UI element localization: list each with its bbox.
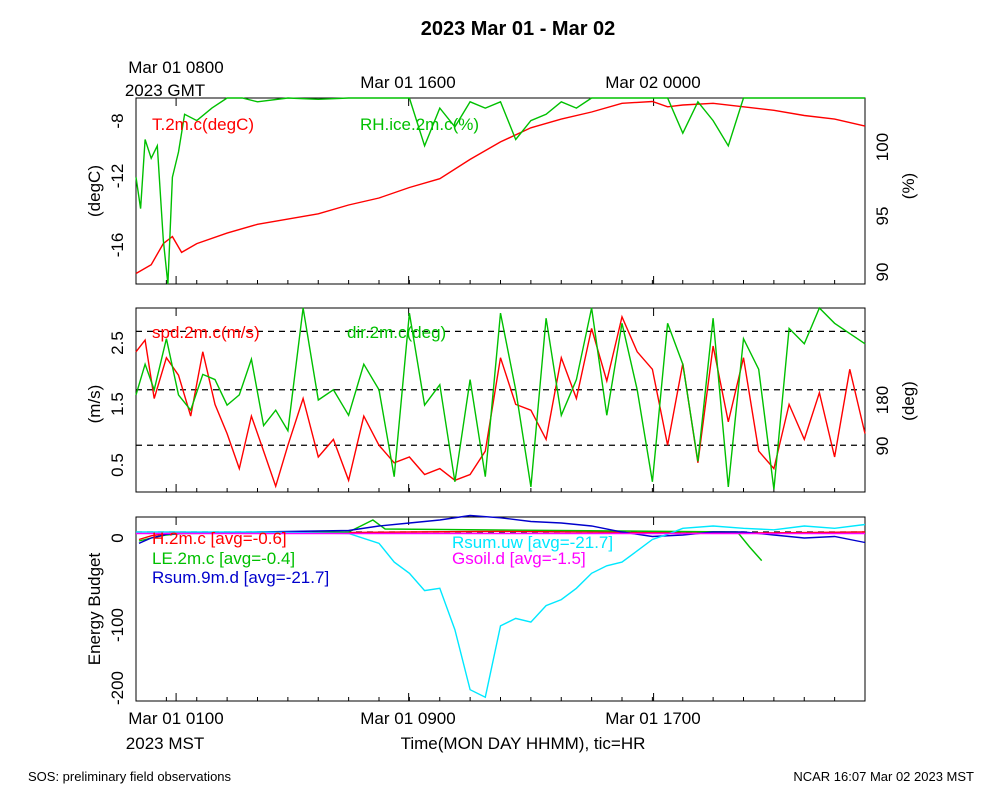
x-tick-label: Mar 01 1700: [605, 709, 700, 728]
panel-energy-axes: 0 -100 -200 Energy Budget: [85, 533, 127, 705]
y-tick-label: -8: [108, 113, 127, 128]
y-tick-label: 1.5: [108, 392, 127, 416]
y2-tick-label: 180: [873, 386, 892, 414]
x-axis-label: Time(MON DAY HHMM), tic=HR: [401, 734, 646, 753]
legend-label-rsum-9m: Rsum.9m.d [avg=-21.7]: [152, 568, 329, 587]
legend-label-rh-ice: RH.ice.2m.c(%): [360, 115, 479, 134]
panel-temperature-plot: [135, 97, 866, 285]
legend-label-h: H.2m.c [avg=-0.6]: [152, 529, 287, 548]
y2-tick-label: 100: [873, 133, 892, 161]
y-tick-label: -200: [108, 671, 127, 705]
legend-label-t2m: T.2m.c(degC): [152, 115, 254, 134]
legend-label-le: LE.2m.c [avg=-0.4]: [152, 549, 295, 568]
panel-temperature-axes: -8 -12 -16 (degC) 100 95 90 (%): [85, 113, 918, 281]
series-line-rsum-uw: [136, 523, 866, 699]
legend-label-dir: dir.2m.c(deg): [347, 323, 446, 342]
y-tick-label: 2.5: [108, 331, 127, 355]
y2-axis-label: (%): [899, 173, 918, 199]
footer-left: SOS: preliminary field observations: [28, 769, 232, 784]
series-line-dir-2m-c-deg: [135, 306, 866, 490]
y-tick-label: -16: [108, 233, 127, 258]
y2-axis-label: (deg): [899, 381, 918, 421]
y2-tick-label: 90: [873, 437, 892, 456]
top-axis-tick-label: Mar 02 0000: [605, 73, 700, 92]
panel-energy-plot: [136, 514, 866, 701]
legend-labels: T.2m.c(degC) RH.ice.2m.c(%) spd.2m.c(m/s…: [152, 115, 613, 587]
x-axis-sublabel: 2023 MST: [126, 734, 204, 753]
y-axis-label: (m/s): [85, 385, 104, 424]
legend-label-spd: spd.2m.c(m/s): [152, 323, 260, 342]
y-axis-label: (degC): [85, 165, 104, 217]
footer-right: NCAR 16:07 Mar 02 2023 MST: [793, 769, 974, 784]
panel-wind-plot: [135, 306, 866, 492]
y-axis-label: Energy Budget: [85, 552, 104, 665]
legend-label-rsum-uw: Rsum.uw [avg=-21.7]: [452, 533, 613, 552]
series-line-t-2m-c-degc: [135, 100, 866, 275]
top-axis: Mar 01 0800 Mar 01 1600 Mar 02 0000 2023…: [125, 58, 701, 100]
series-line-spd-2m-c-m-s: [135, 314, 866, 489]
series-line-rh-ice-2m-c: [135, 97, 865, 285]
y2-tick-label: 90: [873, 263, 892, 282]
x-tick-label: Mar 01 0100: [128, 709, 223, 728]
bottom-axis: Mar 01 0100 Mar 01 0900 Mar 01 1700 2023…: [126, 709, 701, 753]
top-axis-tick-label: Mar 01 1600: [360, 73, 455, 92]
y-tick-label: -12: [108, 164, 127, 189]
x-tick-label: Mar 01 0900: [360, 709, 455, 728]
y-tick-label: -100: [108, 608, 127, 642]
legend-label-gsoil: Gsoil.d [avg=-1.5]: [452, 549, 586, 568]
y-tick-label: 0.5: [108, 453, 127, 477]
chart-title: 2023 Mar 01 - Mar 02: [421, 18, 616, 40]
panel-wind-axes: 0.5 1.5 2.5 (m/s) 90 180 (deg): [85, 331, 918, 477]
top-axis-tick-label: Mar 01 0800: [128, 58, 223, 77]
y-tick-label: 0: [108, 533, 127, 542]
top-axis-sublabel: 2023 GMT: [125, 81, 205, 100]
y2-tick-label: 95: [873, 207, 892, 226]
